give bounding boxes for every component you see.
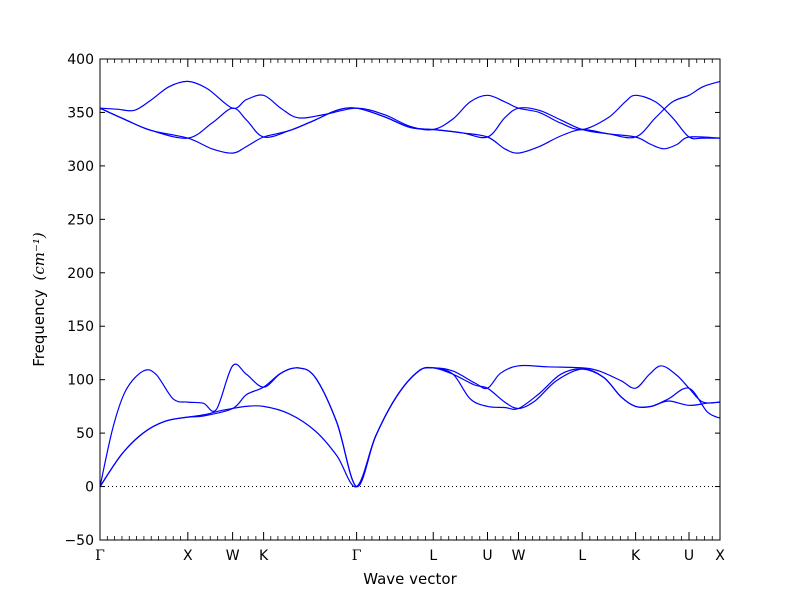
band-series-3	[99, 363, 721, 488]
x-tick-label-6: L	[429, 548, 437, 564]
y-tick-label: 350	[67, 105, 94, 121]
x-tick-marks	[99, 59, 721, 540]
x-tick-label-3: W	[226, 548, 240, 564]
plot-frame	[99, 58, 721, 541]
x-axis-label: Wave vector	[363, 570, 457, 588]
y-axis-label: Frequency	[30, 289, 48, 367]
band-series-4	[99, 107, 721, 154]
y-tick-label: −50	[64, 533, 94, 549]
band-series-group	[99, 80, 721, 488]
band-series-1	[99, 366, 721, 488]
y-axis-ticks: −50 0 50 100 150 200 250 300 350 400	[64, 52, 720, 549]
x-tick-label-8: W	[512, 548, 526, 564]
y-tick-label: 200	[67, 266, 94, 282]
y-tick-label: 0	[85, 480, 94, 496]
y-tick-label: 150	[67, 319, 94, 335]
x-tick-label-1: Γ	[95, 548, 105, 564]
x-tick-label-4: K	[259, 548, 269, 564]
x-tick-label-5: Γ	[352, 548, 362, 564]
y-tick-label: 300	[67, 159, 94, 175]
band-series-5	[99, 80, 721, 139]
y-tick-label: 250	[67, 212, 94, 228]
svg-text:Frequency (cm⁻¹): Frequency (cm⁻¹)	[30, 232, 48, 367]
y-axis-unit: (cm⁻¹)	[30, 232, 48, 280]
y-tick-label: 100	[67, 373, 94, 389]
y-tick-label: 400	[67, 52, 94, 68]
band-series-2	[99, 364, 721, 488]
x-tick-label-7: U	[482, 548, 492, 564]
y-axis-label-group: Frequency (cm⁻¹)	[30, 232, 48, 367]
x-tick-label-2: X	[183, 548, 193, 564]
x-tick-label-10: K	[631, 548, 641, 564]
band-series-6	[99, 80, 721, 140]
x-tick-label-11: U	[684, 548, 694, 564]
x-tick-label-9: L	[578, 548, 586, 564]
x-tick-label-12: X	[715, 548, 725, 564]
y-tick-label: 50	[76, 426, 94, 442]
